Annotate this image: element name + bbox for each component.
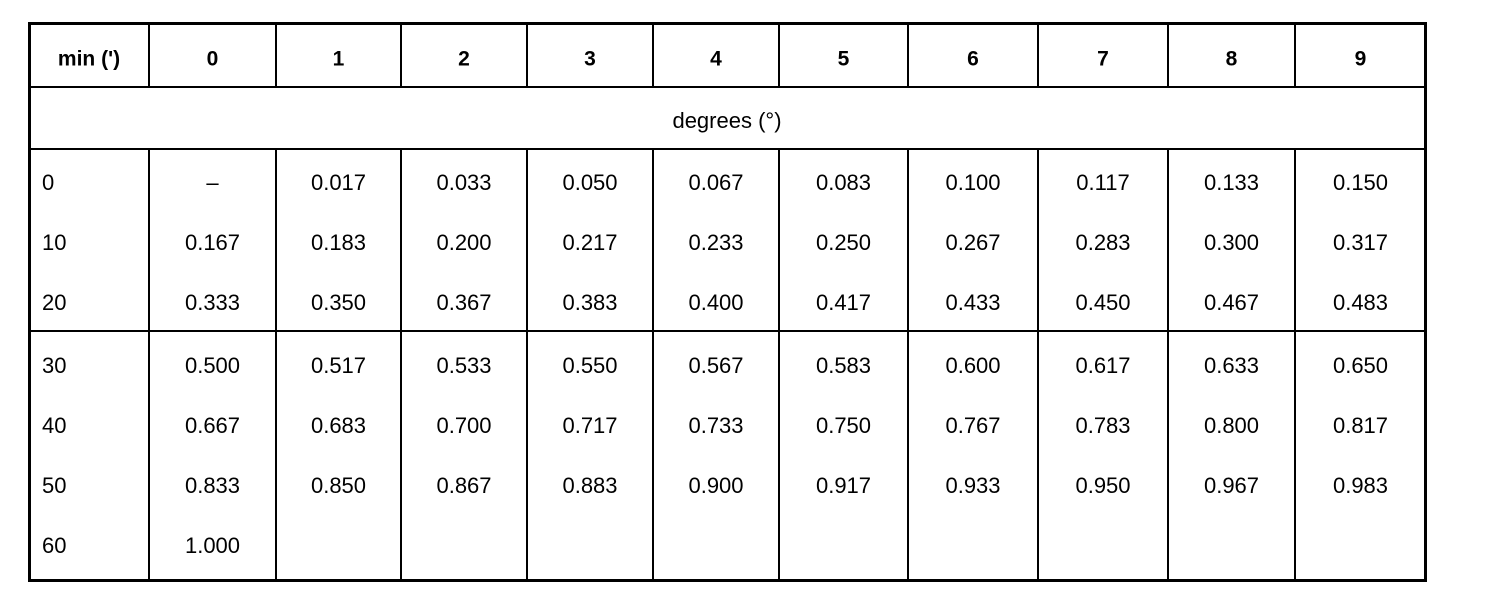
cell: 0.367 <box>436 290 491 315</box>
row-label: 50 <box>42 473 66 498</box>
cell: 0.417 <box>816 290 871 315</box>
cell: 0.383 <box>562 290 617 315</box>
cell: 0.083 <box>816 170 871 195</box>
cell: 0.833 <box>185 473 240 498</box>
cell: 0.883 <box>562 473 617 498</box>
cell: 0.800 <box>1204 413 1259 438</box>
cell: 0.783 <box>1075 413 1130 438</box>
cell: 0.700 <box>436 413 491 438</box>
column-header: 5 <box>838 48 850 71</box>
cell: 0.550 <box>562 353 617 378</box>
cell: 0.933 <box>945 473 1000 498</box>
cell: 0.950 <box>1075 473 1130 498</box>
cell: 0.433 <box>945 290 1000 315</box>
cell: 0.617 <box>1075 353 1130 378</box>
cell: 0.100 <box>945 170 1000 195</box>
cell: 0.567 <box>688 353 743 378</box>
column-header: 7 <box>1097 48 1109 71</box>
column-header: 1 <box>333 48 345 71</box>
cell: 0.033 <box>436 170 491 195</box>
cell: 0.467 <box>1204 290 1259 315</box>
cell: 0.767 <box>945 413 1000 438</box>
cell: 0.867 <box>436 473 491 498</box>
cell: 0.967 <box>1204 473 1259 498</box>
cell: 0.017 <box>311 170 366 195</box>
cell: 0.667 <box>185 413 240 438</box>
table-border <box>28 22 1427 582</box>
cell: 0.717 <box>562 413 617 438</box>
row-label: 20 <box>42 290 66 315</box>
cell: 0.750 <box>816 413 871 438</box>
cell: 0.633 <box>1204 353 1259 378</box>
cell: 0.850 <box>311 473 366 498</box>
cell: 0.500 <box>185 353 240 378</box>
cell: 0.583 <box>816 353 871 378</box>
cell: 0.283 <box>1075 230 1130 255</box>
cell: 0.333 <box>185 290 240 315</box>
column-header: 2 <box>458 48 470 71</box>
cell: 0.900 <box>688 473 743 498</box>
row-label: 0 <box>42 170 54 195</box>
cell: 0.483 <box>1333 290 1388 315</box>
column-header: 6 <box>967 48 979 71</box>
row-label: 10 <box>42 230 66 255</box>
cell: 0.317 <box>1333 230 1388 255</box>
cell: 0.983 <box>1333 473 1388 498</box>
column-header: 0 <box>207 48 219 71</box>
cell: 0.183 <box>311 230 366 255</box>
cell: 0.517 <box>311 353 366 378</box>
cell: 0.233 <box>688 230 743 255</box>
column-header: 8 <box>1226 48 1238 71</box>
cell: 0.350 <box>311 290 366 315</box>
cell: 1.000 <box>185 533 240 558</box>
cell: 0.267 <box>945 230 1000 255</box>
column-header: 4 <box>710 48 722 71</box>
column-header: 3 <box>584 48 596 71</box>
cell: 0.400 <box>688 290 743 315</box>
cell: 0.250 <box>816 230 871 255</box>
cell: 0.650 <box>1333 353 1388 378</box>
column-header: min (') <box>58 48 120 71</box>
cell: 0.683 <box>311 413 366 438</box>
cell: 0.733 <box>688 413 743 438</box>
cell: 0.533 <box>436 353 491 378</box>
row-label: 30 <box>42 353 66 378</box>
cell: 0.917 <box>816 473 871 498</box>
cell: 0.600 <box>945 353 1000 378</box>
cell: 0.217 <box>562 230 617 255</box>
cell: 0.200 <box>436 230 491 255</box>
cell: 0.450 <box>1075 290 1130 315</box>
column-header: 9 <box>1355 48 1367 71</box>
cell: 0.817 <box>1333 413 1388 438</box>
cell: 0.150 <box>1333 170 1388 195</box>
subheader: degrees (°) <box>672 108 781 133</box>
cell: 0.300 <box>1204 230 1259 255</box>
row-label: 40 <box>42 413 66 438</box>
cell: 0.067 <box>688 170 743 195</box>
cell: 0.050 <box>562 170 617 195</box>
cell: – <box>206 170 219 195</box>
cell: 0.167 <box>185 230 240 255</box>
cell: 0.133 <box>1204 170 1259 195</box>
row-label: 60 <box>42 533 66 558</box>
cell: 0.117 <box>1076 170 1129 195</box>
